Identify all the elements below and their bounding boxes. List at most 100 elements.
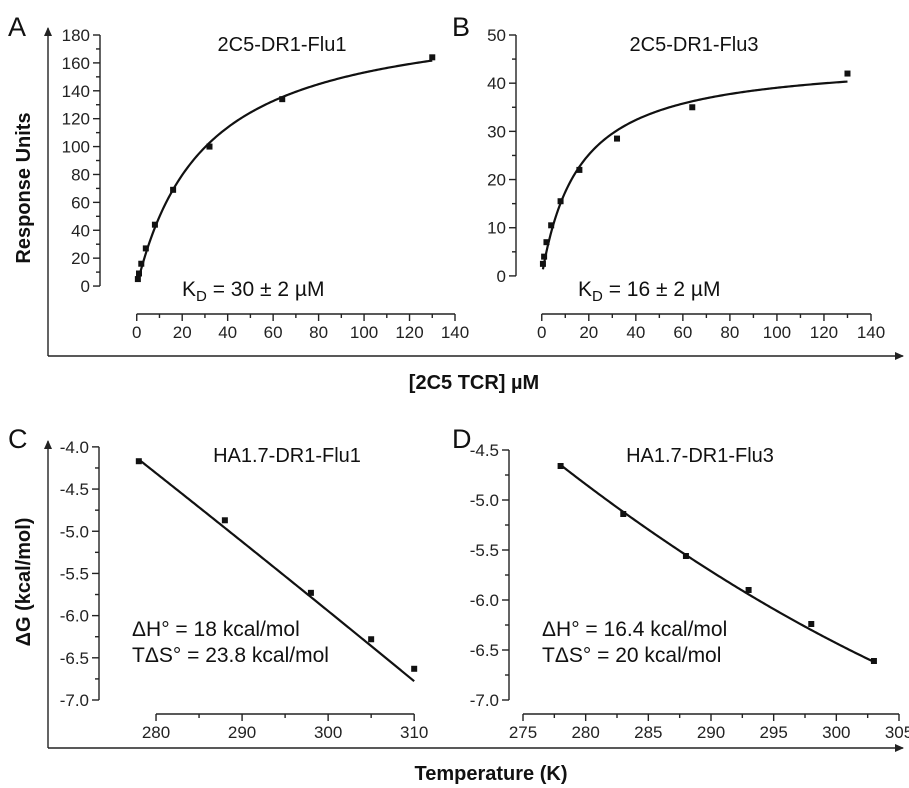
y-tick-label: -6.0 [60,607,89,626]
x-tick-label: 285 [634,723,662,742]
data-point [429,54,436,61]
x-tick-label: 305 [885,723,909,742]
data-point [808,621,815,627]
x-tick-label: 300 [822,723,850,742]
data-point [142,245,149,252]
y-tick-label: -7.0 [60,691,89,710]
panel-title: 2C5-DR1-Flu1 [218,34,347,56]
x-tick-label: 80 [309,323,328,342]
y-tick-label: 60 [71,193,90,212]
y-tick-label: -7.0 [470,691,499,710]
x-tick-label: 140 [441,323,469,342]
data-point [620,511,627,517]
x-tick-label: 40 [218,323,237,342]
y-tick-label: -6.0 [470,591,499,610]
data-point [221,517,228,524]
panel-d: D -7.0 -6.5 -6.0 -5.5 -5.0 -4.5 275 280 285 290 295… [452,424,909,742]
x-tick-label: 120 [810,323,838,342]
y-tick-label: 40 [71,221,90,240]
x-tick-label: 280 [571,723,599,742]
data-point [576,166,583,173]
data-point [614,135,621,142]
bottom-x-label: Temperature (K) [415,763,568,785]
y-tick-label: -6.5 [470,641,499,660]
x-tick-label: 290 [228,723,256,742]
x-tick-label: 80 [720,323,739,342]
y-tick-label: 100 [62,138,90,157]
x-tick-label: 0 [537,323,546,342]
data-point [557,198,564,205]
data-point [745,587,752,593]
y-tick-label: 20 [487,171,506,190]
y-tick-label: -4.5 [60,480,89,499]
panel-letter: C [8,424,28,454]
x-tick-label: 100 [763,323,791,342]
data-point [170,186,177,193]
x-tick-label: 100 [350,323,378,342]
y-tick-label: 40 [487,74,506,93]
panel-title: 2C5-DR1-Flu3 [630,34,759,56]
data-point [682,553,689,559]
x-tick-label: 290 [697,723,725,742]
fit-curve [559,464,875,663]
y-tick-label: 0 [81,277,90,296]
x-tick-label: 20 [579,323,598,342]
data-point [138,260,145,267]
data-point [548,222,555,229]
top-y-label: Response Units [13,112,35,263]
x-tick-label: 280 [142,723,170,742]
x-tick-label: 295 [759,723,787,742]
panel-letter: B [452,12,470,42]
y-tick-label: 160 [62,54,90,73]
y-tick-label: 50 [487,26,506,45]
x-tick-label: 60 [673,323,692,342]
bottom-y-label: ΔG (kcal/mol) [13,518,35,647]
x-tick-label: 60 [264,323,283,342]
panel-annotation: KD = 30 ± 2 µM [182,278,324,305]
y-tick-label: -5.0 [60,522,89,541]
data-point [541,253,548,260]
data-point [411,665,418,672]
y-tick-label: -4.0 [60,438,89,457]
panel-title: HA1.7-DR1-Flu3 [626,445,774,467]
data-point [844,70,851,77]
data-point [136,270,143,277]
x-tick-label: 20 [173,323,192,342]
panel-annotation: KD = 16 ± 2 µM [578,278,720,305]
y-tick-label: 20 [71,249,90,268]
data-point [368,636,375,643]
panel-annotation: TΔS° = 23.8 kcal/mol [132,644,329,667]
y-tick-label: 180 [62,26,90,45]
panel-letter: A [8,12,26,42]
data-point [134,276,141,283]
x-tick-label: 40 [626,323,645,342]
panel-annotation: ΔH° = 18 kcal/mol [132,618,300,641]
y-tick-label: -5.0 [470,491,499,510]
y-tick-label: -5.5 [470,541,499,560]
panel-title: HA1.7-DR1-Flu1 [213,445,361,467]
y-tick-label: 80 [71,165,90,184]
data-point [543,239,550,246]
y-tick-label: -6.5 [60,649,89,668]
panel-a: A 0 20 40 60 80 100 120 140 160 180 0 20 40 60 80 100 120… [8,12,469,342]
y-tick-label: 30 [487,122,506,141]
y-tick-label: -4.5 [470,441,499,460]
data-point [307,589,314,596]
data-point [689,104,696,111]
data-point [135,458,142,465]
data-point [870,658,877,664]
data-point [151,221,158,228]
top-x-label: [2C5 TCR] µM [409,372,539,394]
data-point [557,463,564,469]
panel-b: B 0 10 20 30 40 50 0 20 40 60 80 100 120 140 2C5-DR1-Fl… [452,12,885,342]
x-tick-label: 275 [509,723,537,742]
y-tick-label: 10 [487,219,506,238]
fit-curve [541,80,848,270]
x-tick-label: 300 [314,723,342,742]
y-tick-label: 140 [62,82,90,101]
data-point [279,96,286,103]
panel-letter: D [452,424,472,454]
x-tick-label: 0 [132,323,141,342]
panel-annotation: ΔH° = 16.4 kcal/mol [542,618,727,641]
